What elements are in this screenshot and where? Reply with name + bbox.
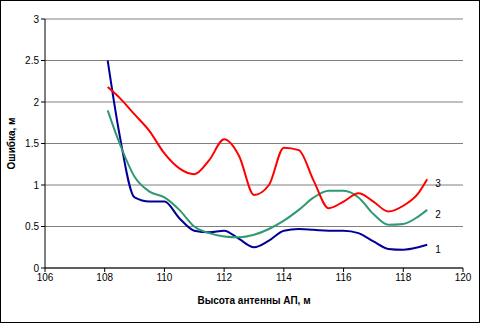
svg-text:1: 1 — [435, 244, 441, 255]
svg-text:114: 114 — [276, 272, 292, 283]
svg-text:2: 2 — [33, 97, 39, 108]
svg-text:3: 3 — [33, 14, 39, 25]
svg-text:112: 112 — [216, 272, 232, 283]
svg-text:0: 0 — [33, 263, 39, 274]
svg-text:110: 110 — [156, 272, 172, 283]
svg-text:2.5: 2.5 — [25, 55, 39, 66]
svg-text:3: 3 — [435, 178, 441, 189]
svg-text:0.5: 0.5 — [25, 221, 39, 232]
svg-text:120: 120 — [455, 272, 472, 283]
svg-text:1.5: 1.5 — [25, 138, 39, 149]
svg-text:106: 106 — [37, 272, 54, 283]
svg-text:118: 118 — [395, 272, 411, 283]
svg-text:1: 1 — [33, 180, 39, 191]
svg-text:Ошибка, м: Ошибка, м — [8, 118, 17, 170]
svg-text:Высота антенны АП, м: Высота антенны АП, м — [197, 295, 310, 306]
svg-text:116: 116 — [336, 272, 352, 283]
svg-text:108: 108 — [96, 272, 113, 283]
svg-text:2: 2 — [435, 209, 441, 220]
